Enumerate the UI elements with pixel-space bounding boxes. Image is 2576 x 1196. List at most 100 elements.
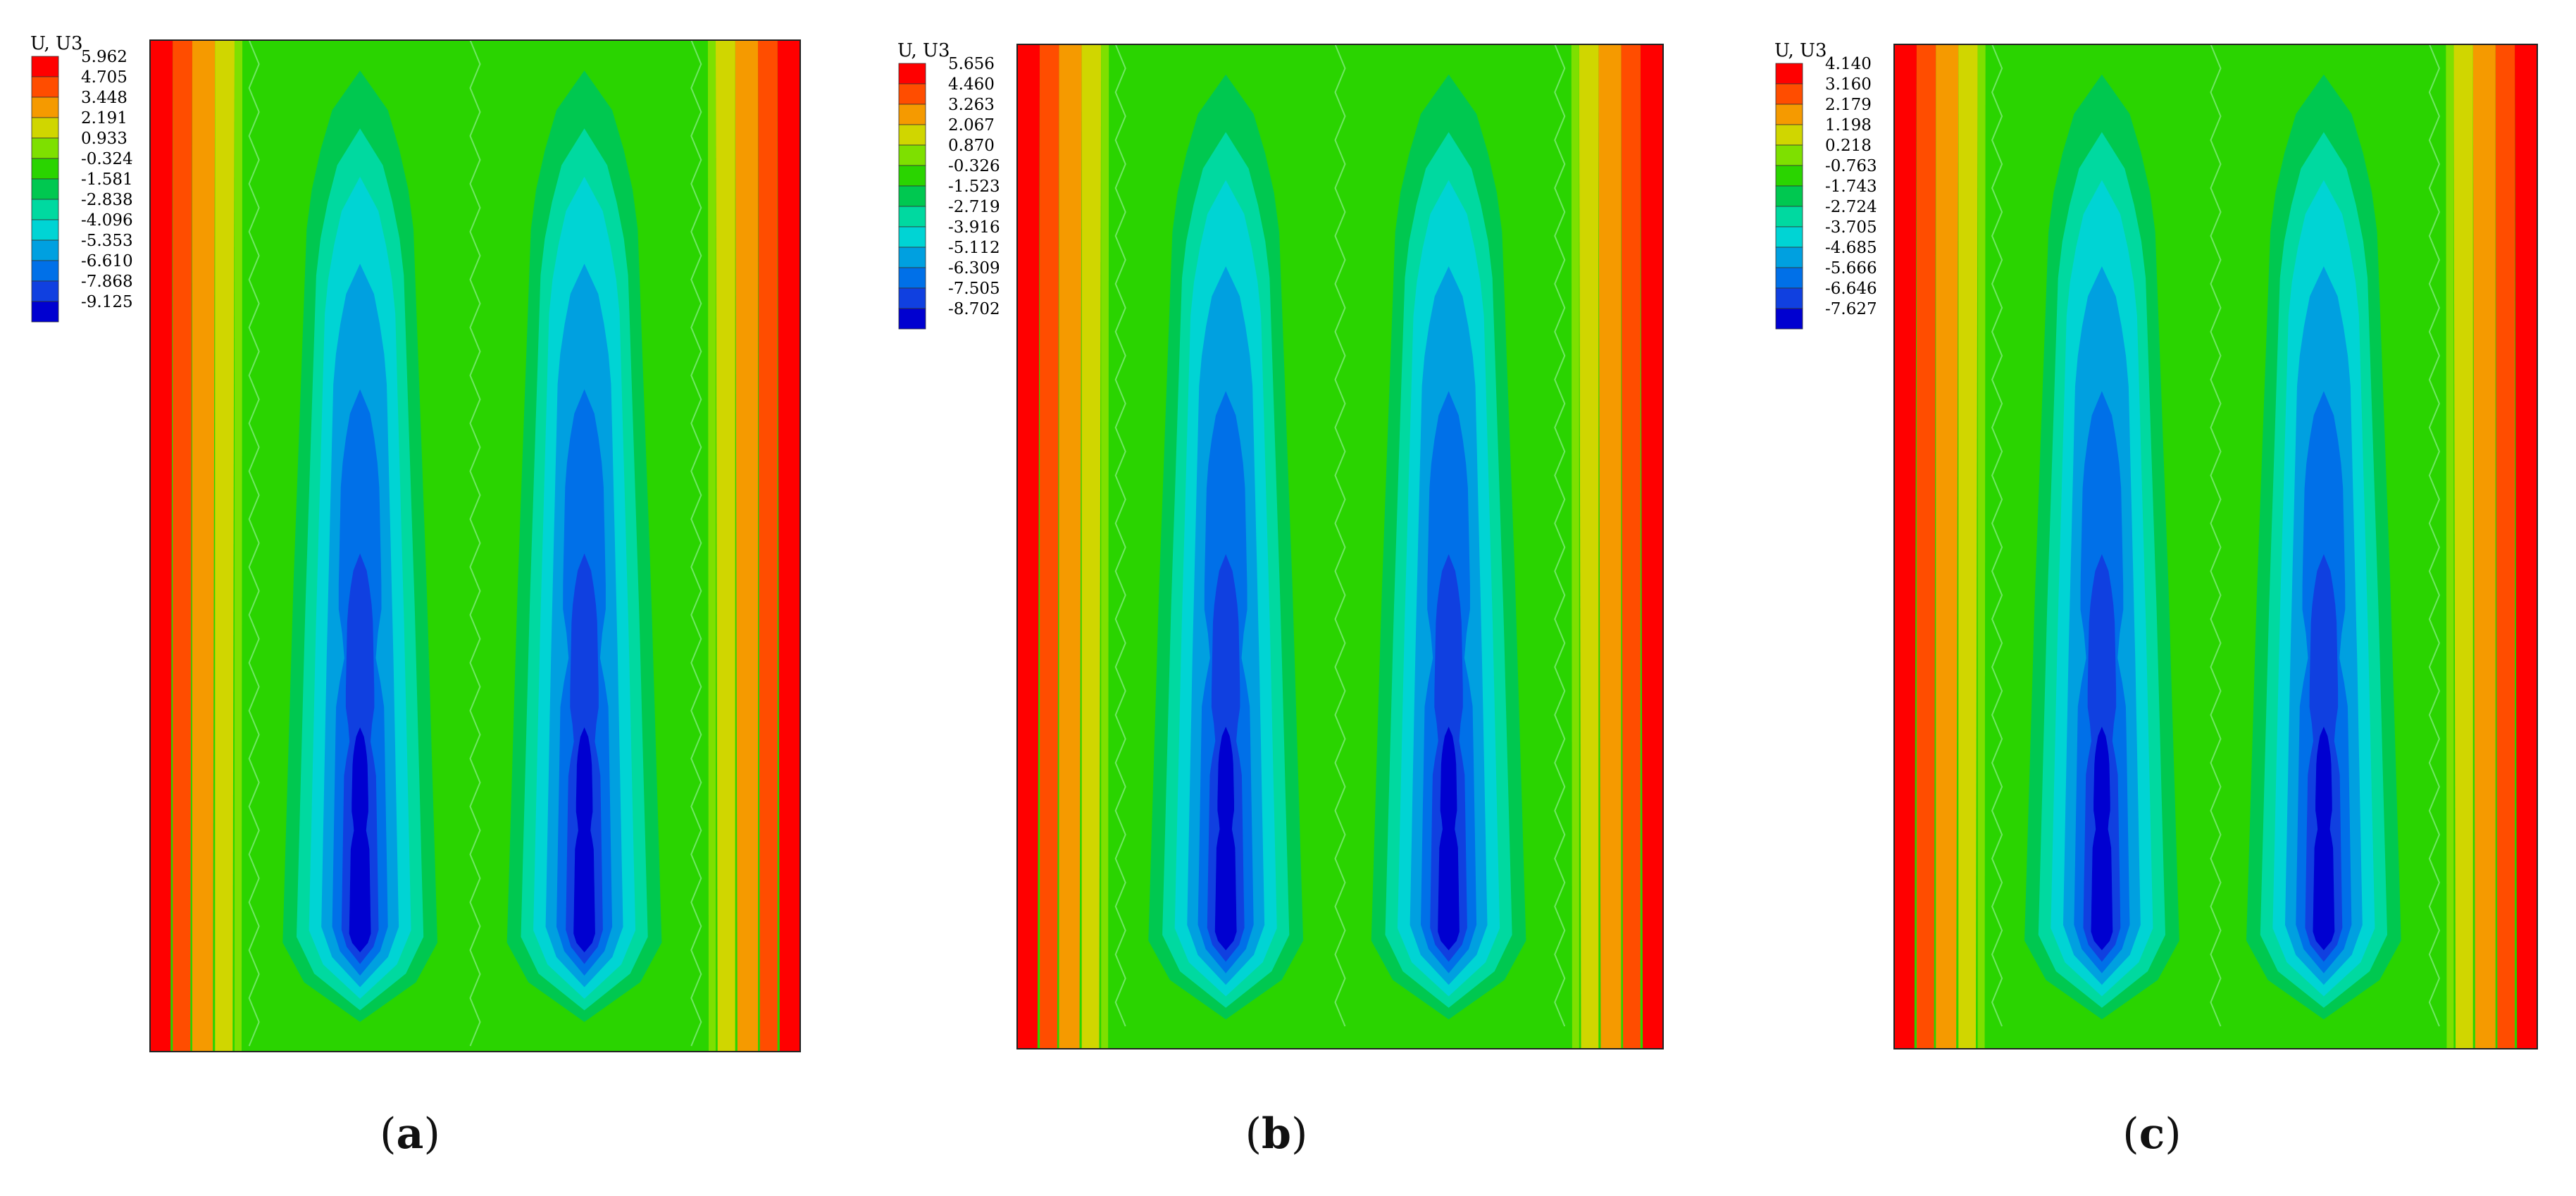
legend-swatch xyxy=(31,301,59,323)
right-band-0 xyxy=(1640,44,1663,1049)
legend-value: -2.838 xyxy=(81,191,133,209)
plot-border xyxy=(149,39,801,1052)
plume-contour-level-6 xyxy=(1214,726,1237,951)
contour-panel-b: U, U35.656 4.460 3.263 2.067 0.870 -0.326 -1.5… xyxy=(897,40,1664,1049)
mesh-line-0 xyxy=(1991,44,2003,1027)
legend-swatch xyxy=(1775,287,1803,309)
right-band-0 xyxy=(777,40,800,1052)
legend-swatch xyxy=(1775,185,1803,207)
plume-contour-level-6 xyxy=(349,727,371,953)
legend-value: -3.705 xyxy=(1825,218,1877,237)
plume-contour-level-6 xyxy=(2313,726,2335,951)
legend-swatch xyxy=(31,117,59,139)
legend-swatch xyxy=(898,165,926,187)
legend-b: U, U35.656 4.460 3.263 2.067 0.870 -0.326 -1.5… xyxy=(897,40,1000,330)
mesh-line-2 xyxy=(690,39,702,1047)
legend-swatch xyxy=(898,104,926,125)
left-band-4 xyxy=(1977,44,1986,1049)
legend-value: -2.719 xyxy=(948,198,1000,216)
legend-swatch xyxy=(31,96,59,118)
legend-value: -2.724 xyxy=(1825,198,1877,216)
legend-swatch xyxy=(1775,226,1803,248)
legend-value: 1.198 xyxy=(1825,116,1872,135)
plume-1 xyxy=(282,70,437,1022)
plot-border xyxy=(1893,44,2538,1049)
legend-title: U, U3 xyxy=(897,40,950,61)
legend-swatch xyxy=(898,124,926,146)
legend-swatch xyxy=(1775,124,1803,146)
legend-swatch xyxy=(1775,308,1803,330)
right-band-2 xyxy=(2472,44,2496,1049)
plume-contour-level-6 xyxy=(1438,726,1460,951)
plume-1 xyxy=(1148,74,1304,1020)
legend-swatch xyxy=(898,308,926,330)
legend-swatch xyxy=(31,178,59,200)
plume-2 xyxy=(2246,74,2401,1020)
field-background xyxy=(150,40,800,1052)
mesh-line-0 xyxy=(248,39,260,1047)
left-band-2 xyxy=(1059,44,1082,1049)
legend-value: 5.962 xyxy=(81,48,127,66)
legend-swatch xyxy=(31,199,59,220)
right-band-3 xyxy=(1579,44,1599,1049)
legend-value: -1.523 xyxy=(948,177,1000,196)
legend-value: -4.096 xyxy=(81,211,133,230)
right-band-4 xyxy=(707,40,716,1052)
legend-swatch xyxy=(1775,247,1803,268)
plume-contour-level-6 xyxy=(573,727,595,953)
left-band-3 xyxy=(1958,44,1978,1049)
left-band-1 xyxy=(1916,44,1936,1049)
legend-value: -6.610 xyxy=(81,252,133,270)
legend-value: -5.112 xyxy=(948,239,1000,257)
plume-2 xyxy=(506,70,662,1022)
mesh-line-2 xyxy=(2428,44,2441,1027)
legend-value: -7.627 xyxy=(1825,300,1877,318)
legend-value: 4.460 xyxy=(948,75,995,94)
right-band-3 xyxy=(2453,44,2473,1049)
legend-swatch xyxy=(1775,165,1803,187)
legend-swatch xyxy=(31,56,59,77)
left-band-1 xyxy=(1040,44,1059,1049)
legend-swatch xyxy=(898,83,926,105)
field-background xyxy=(1894,44,2537,1049)
caption-a: (a) xyxy=(380,1109,440,1159)
legend-a: U, U35.962 4.705 3.448 2.191 0.933 -0.324 -1.5… xyxy=(30,33,133,323)
left-band-0 xyxy=(150,40,173,1052)
legend-swatch xyxy=(898,287,926,309)
contour-panel-c: U, U34.140 3.160 2.179 1.198 0.218 -0.763 -1.7… xyxy=(1774,40,2538,1049)
legend-swatch xyxy=(1775,144,1803,166)
legend-swatch xyxy=(31,158,59,180)
plume-contour-level-6 xyxy=(2091,726,2113,951)
legend-value: -0.326 xyxy=(948,157,1000,175)
legend-title: U, U3 xyxy=(30,33,83,54)
legend-value: 3.263 xyxy=(948,96,995,114)
right-band-3 xyxy=(716,40,735,1052)
legend-value: -8.702 xyxy=(948,300,1000,318)
legend-swatch xyxy=(31,137,59,159)
legend-c: U, U34.140 3.160 2.179 1.198 0.218 -0.763 -1.7… xyxy=(1774,40,1877,330)
legend-swatch xyxy=(31,219,59,241)
legend-value: -6.646 xyxy=(1825,280,1877,298)
legend-value: 2.179 xyxy=(1825,96,1872,114)
mesh-line-2 xyxy=(1553,44,1566,1027)
legend-swatch xyxy=(1775,63,1803,85)
legend-swatch xyxy=(31,239,59,261)
contour-panel-a: U, U35.962 4.705 3.448 2.191 0.933 -0.324 -1.5… xyxy=(30,33,801,1052)
plume-2 xyxy=(1371,74,1526,1020)
right-band-1 xyxy=(2495,44,2515,1049)
right-band-4 xyxy=(2446,44,2454,1049)
legend-swatch xyxy=(1775,104,1803,125)
mesh-line-1 xyxy=(469,39,481,1047)
legend-title: U, U3 xyxy=(1774,40,1827,61)
right-band-2 xyxy=(735,40,759,1052)
legend-value: -6.309 xyxy=(948,259,1000,278)
mesh-line-1 xyxy=(1334,44,1346,1027)
left-band-1 xyxy=(173,40,192,1052)
left-band-3 xyxy=(215,40,235,1052)
right-band-1 xyxy=(1621,44,1641,1049)
legend-swatch xyxy=(898,247,926,268)
mesh-line-0 xyxy=(1114,44,1126,1027)
left-band-2 xyxy=(1936,44,1959,1049)
legend-swatch xyxy=(898,206,926,228)
